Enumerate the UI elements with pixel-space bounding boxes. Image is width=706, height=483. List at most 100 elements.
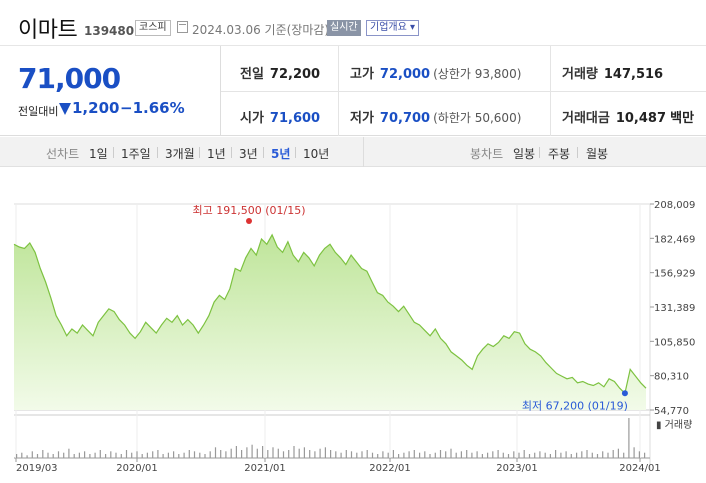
market-badge: 코스피	[135, 20, 171, 36]
divider	[221, 91, 706, 92]
day-high: 고가 72,000 (상한가 93,800)	[350, 67, 522, 82]
period-1d[interactable]: 1일	[89, 147, 108, 161]
candle-weekly[interactable]: 주봉	[548, 147, 571, 161]
volume-bar	[277, 448, 279, 458]
volume-bar	[293, 446, 295, 458]
volume-bar	[36, 454, 39, 458]
period-1y[interactable]: 1년	[207, 147, 226, 161]
volume-bar	[466, 450, 468, 458]
volume-bar	[267, 450, 269, 458]
volume-bar	[413, 450, 415, 458]
period-3m[interactable]: 3개월	[165, 147, 195, 161]
volume-bar	[492, 451, 494, 458]
volume-bar	[78, 452, 80, 458]
volume-bar	[57, 451, 60, 458]
volume-bar	[382, 451, 384, 458]
volume-bar	[471, 452, 473, 458]
volume-bar	[52, 454, 54, 458]
volume-bar	[324, 447, 326, 458]
separator	[295, 147, 296, 158]
volume-bar	[617, 448, 619, 458]
volume-bar	[330, 450, 332, 458]
period-1w[interactable]: 1주일	[121, 147, 151, 161]
volume-bar	[403, 452, 405, 458]
realtime-button[interactable]: 실시간	[327, 20, 361, 36]
volume-bar	[596, 454, 599, 458]
company-overview-dropdown[interactable]: 기업개요 ▾	[366, 20, 420, 36]
y-tick-label: 131,389	[654, 303, 695, 314]
separator	[157, 147, 158, 158]
period-10y[interactable]: 10년	[303, 147, 330, 161]
volume-bar	[335, 451, 337, 458]
calendar-icon	[177, 21, 188, 33]
period-5y[interactable]: 5년	[271, 147, 291, 161]
volume-bar	[450, 448, 452, 458]
low-point-marker	[621, 390, 628, 397]
candle-monthly[interactable]: 월봉	[586, 147, 609, 161]
volume-bar	[476, 451, 478, 458]
chart-toolbar: 선차트 1일 1주일 3개월 1년 3년 5년 10년 봉차트 일봉 주봉 월봉	[0, 137, 706, 167]
separator	[199, 147, 200, 158]
volume-bar	[220, 450, 222, 458]
candle-daily[interactable]: 일봉	[513, 147, 536, 161]
price-chart[interactable]: 208,009 182,469 156,929 131,389 105,850 80,31…	[0, 190, 706, 483]
volume-bar	[445, 451, 447, 458]
stock-header: 이마트 139480 코스피 2024.03.06 기준(장마감) 실시간 기업…	[0, 0, 706, 46]
volume-bar	[560, 452, 562, 458]
volume-bar	[544, 452, 546, 458]
change-value: 1,200	[72, 99, 120, 117]
volume-bar	[644, 452, 646, 458]
volume-bar	[539, 451, 541, 458]
volume-bar	[282, 451, 285, 458]
volume-bar	[549, 454, 551, 458]
volume-bar	[487, 452, 489, 458]
volume-bar	[633, 447, 635, 458]
volume-bar	[125, 450, 128, 458]
volume-bar	[434, 452, 436, 458]
volume-label: ▮ 거래량	[656, 419, 692, 431]
volume-bar	[356, 452, 358, 458]
change-label: 전일대비	[18, 105, 59, 118]
volume-bar	[256, 448, 258, 458]
separator	[263, 147, 264, 158]
x-tick-label: 2023/01	[496, 463, 538, 474]
candle-chart-label: 봉차트	[470, 147, 504, 161]
volume-bar	[581, 451, 583, 458]
period-3y[interactable]: 3년	[239, 147, 258, 161]
volume-bar	[555, 450, 557, 458]
volume-bar	[424, 451, 426, 458]
stock-name: 이마트	[18, 18, 78, 43]
volume-bar	[178, 454, 180, 458]
volume-bar	[298, 448, 300, 458]
volume-bar	[105, 454, 107, 458]
high-point-marker	[246, 218, 252, 224]
volume-bar	[377, 454, 379, 458]
volume-bar	[183, 452, 185, 458]
volume-bar	[47, 452, 49, 458]
separator	[231, 147, 232, 158]
volume-bar	[110, 451, 112, 458]
volume-bar	[481, 454, 483, 458]
volume-bar	[63, 452, 65, 458]
volume-bar	[350, 451, 353, 458]
chart-canvas: 208,009 182,469 156,929 131,389 105,850 80,31…	[13, 200, 695, 474]
price-area	[14, 234, 646, 410]
volume-bar	[84, 451, 86, 458]
prev-close: 전일 72,200	[240, 67, 321, 82]
volume-bar	[235, 446, 237, 458]
volume-bar	[623, 452, 625, 458]
volume-bar	[366, 450, 368, 458]
y-tick-label: 182,469	[654, 234, 695, 245]
change-percent: −1.66%	[120, 99, 185, 117]
volume-bar	[607, 452, 609, 458]
volume-bar	[392, 450, 394, 458]
volume-bar	[345, 450, 347, 458]
volume-bar	[523, 450, 525, 458]
volume-bar	[398, 454, 400, 458]
volume-bar	[507, 454, 510, 458]
volume-bar	[204, 454, 206, 458]
volume-bar	[272, 447, 274, 458]
y-tick-label: 156,929	[654, 269, 695, 280]
volume-bar	[162, 454, 164, 458]
high-annotation: 최고 191,500 (01/15)	[192, 204, 305, 217]
